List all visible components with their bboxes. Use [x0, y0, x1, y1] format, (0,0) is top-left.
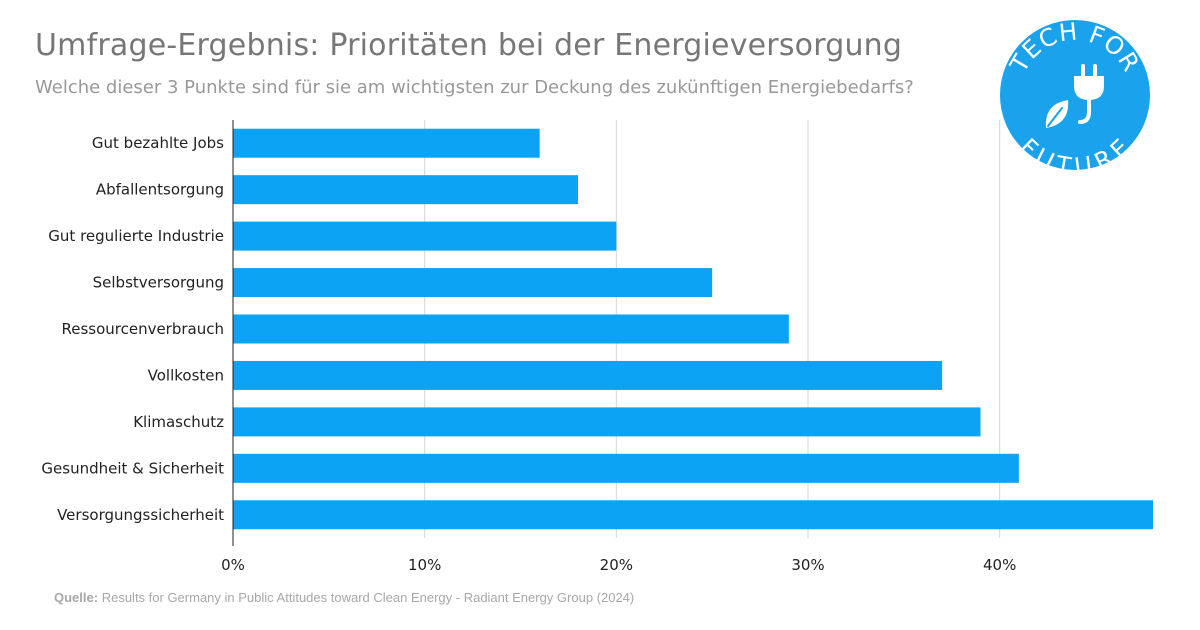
category-label: Ressourcenverbrauch [61, 320, 224, 338]
logo-circle [1000, 20, 1150, 170]
category-label: Gesundheit & Sicherheit [41, 459, 224, 477]
category-label: Versorgungssicherheit [57, 506, 224, 524]
category-label: Gut regulierte Industrie [48, 227, 224, 245]
category-label: Vollkosten [148, 366, 224, 384]
category-label: Selbstversorgung [93, 274, 224, 292]
bars [233, 128, 1153, 530]
category-labels: Gut bezahlte Jobs Abfallentsorgung Gut reg… [41, 134, 224, 524]
x-tick-label: 40% [983, 556, 1016, 574]
bar [233, 407, 981, 437]
x-tick-label: 10% [408, 556, 441, 574]
source-label: Quelle: [54, 590, 99, 605]
bar [233, 268, 713, 298]
bar [233, 221, 617, 251]
plug-leaf-icon [1045, 64, 1104, 128]
bar [233, 128, 540, 158]
tech-for-future-logo: TECH FOR FUTURE [1000, 20, 1150, 170]
x-tick-label: 0% [221, 556, 245, 574]
source-note: Quelle: Results for Germany in Public At… [54, 590, 634, 605]
x-tick-label: 20% [600, 556, 633, 574]
source-text: Results for Germany in Public Attitudes … [101, 590, 635, 605]
bar [233, 360, 943, 390]
bar [233, 314, 789, 344]
x-tick-label: 30% [791, 556, 824, 574]
x-tick-labels: 0% 10% 20% 30% 40% [221, 556, 1016, 574]
bar [233, 500, 1153, 530]
bar [233, 175, 578, 205]
category-label: Abfallentsorgung [96, 181, 224, 199]
bar [233, 453, 1019, 483]
category-label: Gut bezahlte Jobs [92, 134, 224, 152]
category-label: Klimaschutz [133, 413, 224, 431]
chart-subtitle: Welche dieser 3 Punkte sind für sie am w… [35, 77, 914, 98]
chart-title: Umfrage-Ergebnis: Prioritäten bei der En… [35, 28, 903, 63]
